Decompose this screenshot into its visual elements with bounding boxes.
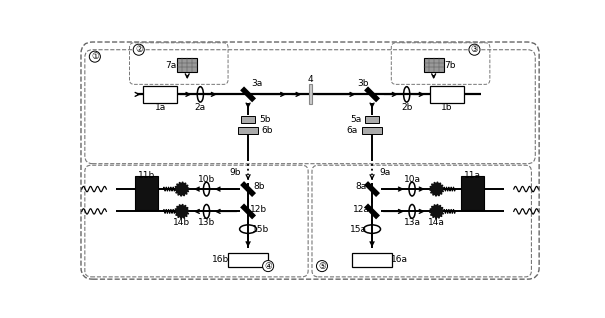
Text: 10a: 10a (404, 175, 420, 184)
Polygon shape (175, 182, 189, 196)
Text: ③: ③ (471, 45, 479, 54)
Text: 5a: 5a (350, 115, 361, 124)
Text: 8b: 8b (253, 182, 264, 191)
Bar (228, 253, 268, 267)
Text: 11b: 11b (138, 171, 155, 180)
Text: 3a: 3a (252, 79, 263, 88)
Text: 13b: 13b (198, 218, 215, 227)
Bar (135, 176, 158, 210)
Text: 6a: 6a (346, 126, 358, 135)
Text: 11a: 11a (463, 171, 480, 180)
Text: ④: ④ (264, 262, 272, 271)
Text: 7b: 7b (444, 61, 456, 70)
Text: ⑤: ⑤ (318, 262, 326, 271)
Text: 9b: 9b (229, 169, 240, 177)
Text: 16b: 16b (212, 255, 229, 265)
Bar (362, 128, 382, 134)
Text: 14b: 14b (173, 218, 191, 227)
Text: 16a: 16a (391, 255, 408, 265)
Bar (143, 86, 177, 103)
Polygon shape (175, 204, 189, 218)
Text: 6b: 6b (261, 126, 273, 135)
Text: 15a: 15a (350, 225, 367, 234)
Bar (460, 176, 484, 210)
Bar (238, 128, 258, 134)
Bar (241, 116, 255, 123)
Text: 1b: 1b (441, 103, 453, 112)
Text: ②: ② (135, 45, 143, 54)
Bar (424, 58, 443, 72)
Text: 12a: 12a (353, 204, 370, 214)
Text: ①: ① (91, 52, 99, 61)
Text: 8a: 8a (356, 182, 367, 191)
Text: 5b: 5b (259, 115, 270, 124)
Text: 2a: 2a (195, 103, 206, 112)
Text: 13a: 13a (404, 218, 420, 227)
Text: 14a: 14a (428, 218, 445, 227)
Text: 12b: 12b (250, 204, 267, 214)
Text: 15b: 15b (252, 225, 269, 234)
Polygon shape (430, 182, 443, 196)
Text: 7a: 7a (165, 61, 177, 70)
Text: 3b: 3b (357, 79, 368, 88)
Text: 9a: 9a (380, 169, 391, 177)
Text: 4: 4 (307, 75, 313, 84)
Bar (430, 86, 463, 103)
Bar (365, 116, 379, 123)
Bar (352, 253, 392, 267)
Bar (309, 84, 312, 104)
Polygon shape (430, 204, 443, 218)
Text: 1a: 1a (155, 103, 166, 112)
Text: 2b: 2b (401, 103, 413, 112)
Bar (177, 58, 197, 72)
Text: 10b: 10b (198, 175, 215, 184)
